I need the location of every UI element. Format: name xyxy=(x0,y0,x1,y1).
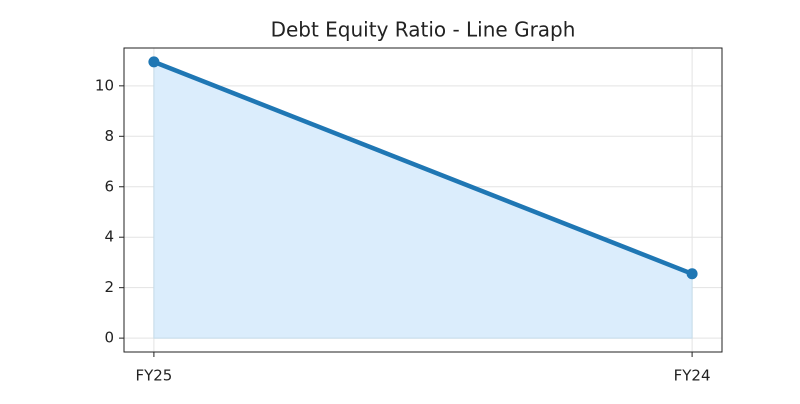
point xyxy=(148,56,160,68)
y-tick-label: 6 xyxy=(104,177,114,195)
x-tick-label: FY25 xyxy=(135,367,172,385)
x-tick-label: FY24 xyxy=(674,367,711,385)
y-tick-label: 8 xyxy=(104,127,114,145)
y-tick-label: 10 xyxy=(95,76,114,94)
point xyxy=(686,268,698,280)
y-tick-label: 0 xyxy=(104,329,114,347)
area xyxy=(153,61,693,339)
plot-frame xyxy=(123,47,723,353)
line xyxy=(153,59,693,276)
y-tick-label: 4 xyxy=(104,228,114,246)
chart-title: Debt Equity Ratio - Line Graph xyxy=(271,18,576,42)
y-tick-label: 2 xyxy=(104,278,114,296)
